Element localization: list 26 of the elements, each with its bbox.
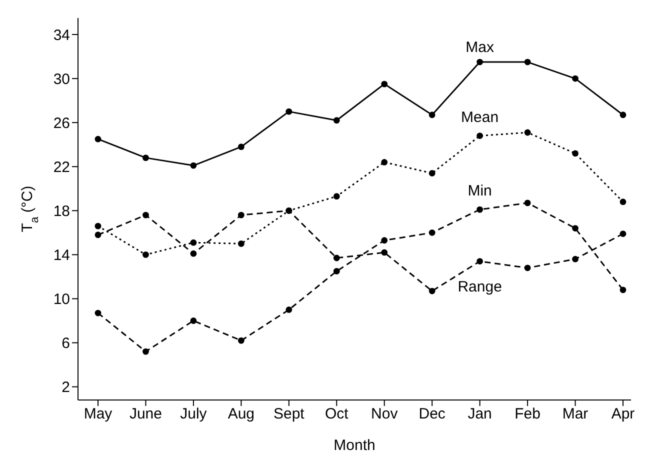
x-tick-label: Apr [611, 406, 635, 423]
x-tick-label: June [129, 406, 162, 423]
series-label: Min [468, 182, 492, 200]
x-tick-label: Feb [514, 406, 540, 423]
y-tick-label: 34 [53, 26, 70, 44]
y-tick-label: 26 [53, 114, 70, 132]
x-tick-label: July [180, 406, 208, 423]
y-tick-label: 30 [53, 70, 70, 88]
x-tick-label: Dec [418, 406, 446, 423]
x-tick-label: Oct [324, 406, 350, 423]
y-tick-label: 14 [53, 247, 70, 264]
y-tick-label: 18 [53, 202, 70, 220]
x-tick-label: Mar [562, 406, 588, 423]
series-label: Mean [461, 108, 499, 126]
x-tick-label: Aug [228, 406, 255, 423]
x-tick-label: Nov [371, 406, 398, 423]
y-tick-label: 10 [53, 291, 70, 308]
series-label: Max [466, 39, 494, 56]
x-tick-label: Sept [273, 406, 306, 423]
y-tick-label: 6 [62, 335, 70, 352]
x-tick-label: May [84, 406, 113, 423]
y-tick-label: 2 [62, 379, 70, 396]
x-axis-title: Month [334, 437, 376, 454]
x-tick-label: Jan [468, 406, 492, 423]
y-tick-label: 22 [53, 158, 70, 176]
series-label: Range [458, 278, 502, 296]
